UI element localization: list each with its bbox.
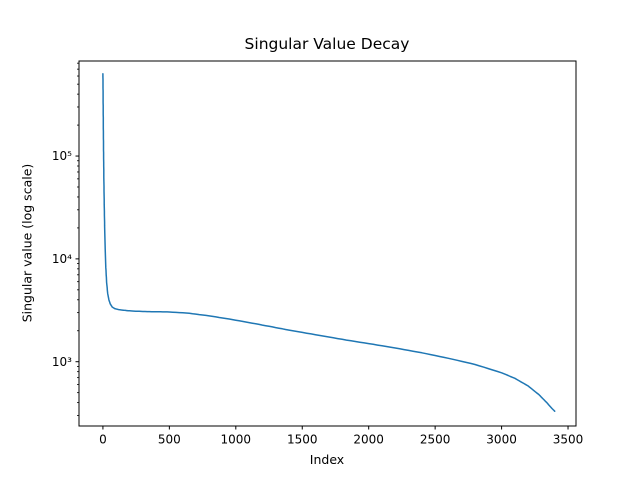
chart-title: Singular Value Decay <box>244 35 410 53</box>
x-tick-label: 3000 <box>486 433 517 447</box>
y-tick-label: 10³ <box>52 355 72 369</box>
y-tick-label: 10⁴ <box>52 252 72 266</box>
plot-border <box>78 60 577 427</box>
x-tick-label: 1500 <box>287 433 318 447</box>
y-tick-label: 10⁵ <box>52 149 72 163</box>
x-tick-label: 3500 <box>553 433 584 447</box>
x-axis-label: Index <box>309 452 345 467</box>
x-tick-label: 2000 <box>353 433 384 447</box>
x-tick-label: 1000 <box>221 433 252 447</box>
x-tick-label: 0 <box>99 433 107 447</box>
x-tick-label: 500 <box>158 433 181 447</box>
x-tick-label: 2500 <box>420 433 451 447</box>
series-line <box>102 73 556 412</box>
